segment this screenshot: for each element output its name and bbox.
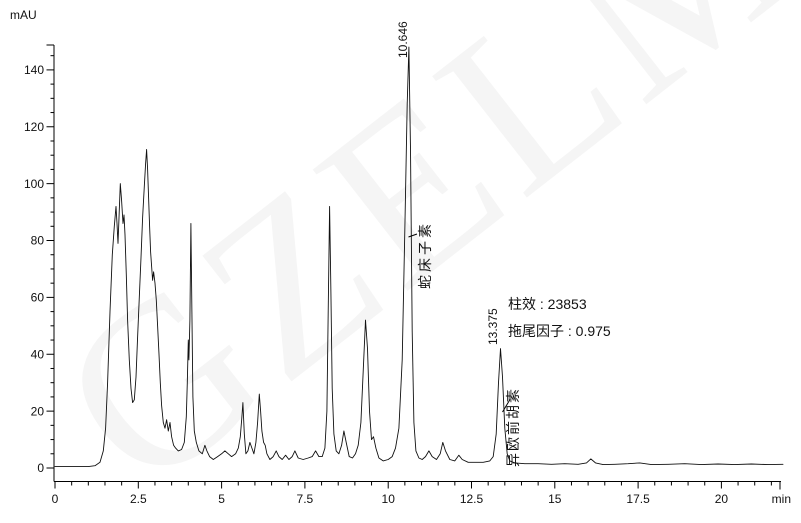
y-tick-label: 0: [37, 461, 44, 475]
x-tick-label: 2.5: [130, 492, 147, 506]
x-tick-label: 0: [52, 492, 59, 506]
chromatogram-trace: [54, 46, 784, 468]
y-tick-label: 140: [24, 63, 44, 77]
peak-retention-label-10646: 10.646: [396, 21, 410, 58]
x-tick-label: 10: [382, 492, 396, 506]
annotation-osthole: 蛇床子素: [417, 221, 433, 289]
y-tick-label: 80: [31, 234, 45, 248]
x-axis-unit-label: min: [772, 492, 791, 506]
peak-stats: 柱效 : 23853 拖尾因子 : 0.975: [508, 291, 611, 345]
y-tick-label: 40: [31, 347, 45, 361]
x-tick-label: 15: [548, 492, 562, 506]
y-tick-label: 60: [31, 291, 45, 305]
y-axis-unit-label: mAU: [10, 8, 37, 22]
x-tick-label: 17.5: [626, 492, 650, 506]
tailing-factor-text: 拖尾因子 : 0.975: [508, 323, 611, 339]
x-tick-label: 7.5: [297, 492, 314, 506]
y-tick-label: 120: [24, 120, 44, 134]
annotation-leader-isoimperatorin: [502, 399, 511, 413]
y-tick-label: 100: [24, 177, 44, 191]
x-tick-label: 5: [218, 492, 225, 506]
x-tick-label: 12.5: [460, 492, 484, 506]
y-tick-label: 20: [31, 404, 45, 418]
peak-retention-label-13375: 13.375: [486, 308, 500, 345]
annotation-leader-osthole: [408, 233, 418, 238]
x-tick-label: 20: [715, 492, 729, 506]
column-efficiency-text: 柱效 : 23853: [508, 296, 587, 312]
annotation-isoimperatorin: 异欧前胡素: [505, 387, 521, 467]
trace-group: [54, 46, 784, 468]
y-axis-ticks: 0 20 40 60 80 100 120 140: [24, 55, 54, 475]
x-axis-ticks: 0 2.5 5 7.5 10 12.5 15 17.5 20: [52, 481, 772, 506]
